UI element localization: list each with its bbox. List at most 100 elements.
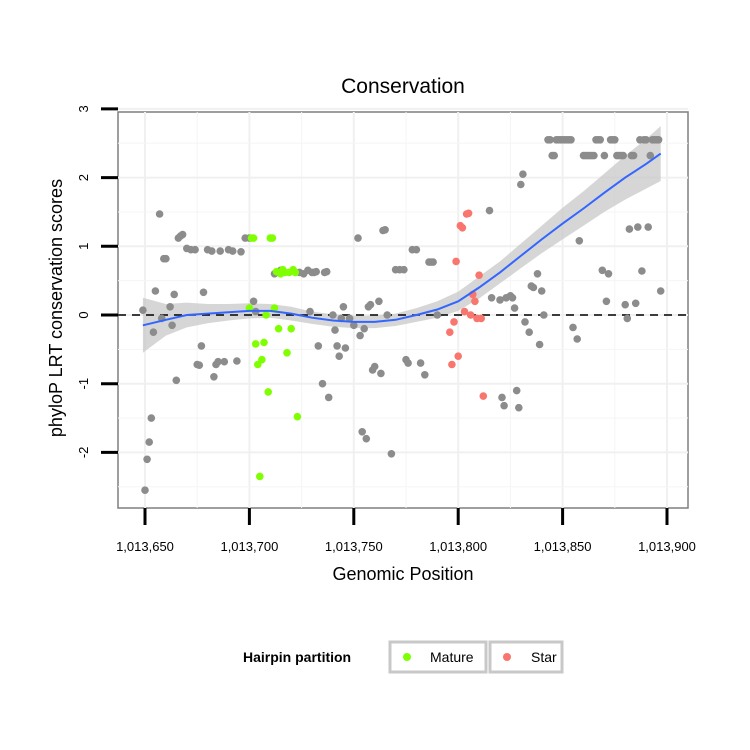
- x-axis-title: Genomic Position: [332, 564, 473, 584]
- data-point-other: [575, 237, 584, 245]
- data-point-other: [569, 323, 577, 332]
- data-point-other: [512, 386, 521, 395]
- data-point-star: [452, 257, 460, 266]
- data-point-other: [634, 223, 642, 231]
- data-point-star: [479, 392, 488, 400]
- data-point-mature: [255, 472, 264, 481]
- y-tick-label: 2: [76, 174, 91, 181]
- data-point-mature: [270, 304, 279, 312]
- y-tick-label: 1: [76, 243, 91, 250]
- data-point-other: [208, 247, 216, 255]
- data-point-other: [421, 371, 429, 379]
- data-point-other: [529, 283, 538, 292]
- data-point-other: [358, 428, 367, 436]
- data-point-mature: [291, 268, 300, 277]
- data-point-other: [500, 401, 508, 410]
- data-point-other: [416, 359, 425, 367]
- y-axis-title: phyloP LRT conservation scores: [46, 179, 66, 437]
- data-point-other: [166, 303, 174, 311]
- legend-label-mature: Mature: [430, 649, 474, 665]
- data-point-other: [216, 247, 224, 255]
- data-point-other: [377, 369, 385, 378]
- data-point-other: [598, 266, 607, 275]
- data-point-other: [525, 328, 533, 337]
- data-point-mature: [283, 349, 291, 357]
- data-point-other: [149, 328, 158, 337]
- data-point-other: [139, 306, 147, 315]
- data-point-other: [521, 318, 529, 326]
- data-point-star: [466, 311, 475, 319]
- data-point-other: [498, 393, 506, 402]
- data-point-other: [383, 311, 392, 319]
- data-point-other: [237, 248, 245, 256]
- data-point-other: [535, 340, 544, 349]
- data-point-other: [335, 352, 344, 361]
- data-point-other: [621, 300, 629, 309]
- data-point-other: [339, 303, 348, 311]
- data-point-other: [600, 151, 609, 160]
- data-point-other: [210, 373, 218, 381]
- data-point-other: [646, 151, 655, 160]
- data-point-other: [433, 311, 442, 319]
- x-tick-label: 1,013,850: [534, 539, 592, 554]
- data-point-mature: [264, 388, 273, 396]
- data-point-other: [623, 314, 632, 323]
- data-point-other: [354, 234, 362, 242]
- data-point-other: [381, 226, 389, 234]
- data-point-other: [168, 321, 176, 330]
- data-point-other: [178, 230, 187, 239]
- data-point-mature: [293, 412, 302, 421]
- data-point-other: [356, 331, 364, 340]
- data-point-other: [638, 267, 646, 275]
- data-point-mature: [268, 234, 277, 242]
- data-point-other: [172, 376, 181, 385]
- data-point-other: [220, 357, 229, 366]
- y-tick-label: 0: [76, 311, 91, 318]
- data-point-mature: [260, 338, 268, 347]
- data-point-star: [446, 328, 454, 337]
- data-point-other: [306, 307, 314, 316]
- data-point-mature: [274, 324, 283, 333]
- data-point-other: [366, 300, 375, 309]
- data-point-other: [214, 357, 222, 366]
- y-tick-label: -1: [76, 378, 91, 390]
- data-point-other: [341, 344, 350, 352]
- data-point-other: [631, 299, 640, 308]
- grid-lines: [118, 107, 688, 508]
- data-point-other: [322, 267, 331, 276]
- data-point-other: [519, 170, 527, 178]
- data-point-other: [141, 486, 149, 495]
- data-point-other: [170, 290, 178, 299]
- data-point-other: [228, 247, 237, 255]
- data-point-other: [642, 136, 650, 144]
- data-point-other: [596, 136, 604, 144]
- data-point-other: [590, 151, 598, 160]
- data-point-other: [412, 245, 421, 254]
- data-point-other: [375, 297, 383, 306]
- data-point-other: [550, 151, 558, 160]
- data-point-other: [517, 180, 525, 189]
- x-tick-label: 1,013,650: [116, 539, 174, 554]
- legend: Hairpin partition Mature Star: [243, 640, 564, 674]
- legend-title: Hairpin partition: [243, 649, 351, 665]
- data-point-other: [400, 265, 408, 274]
- data-point-other: [654, 136, 663, 144]
- chart-title: Conservation: [341, 75, 465, 98]
- data-point-other: [604, 270, 613, 278]
- data-point-mature: [249, 234, 258, 242]
- data-point-other: [515, 403, 523, 412]
- data-point-other: [155, 210, 164, 218]
- smooth-line-layer: [142, 152, 662, 327]
- data-point-other: [333, 342, 341, 350]
- x-tick-label: 1,013,700: [220, 539, 278, 554]
- data-points-layer: [139, 136, 665, 495]
- data-point-other: [143, 455, 151, 464]
- data-point-other: [324, 393, 333, 402]
- legend-key-mature-dot: [403, 653, 411, 661]
- data-point-star: [454, 352, 463, 361]
- axes-layer: 1,013,650 1,013,700 1,013,750 1,013,800 1,01…: [76, 105, 696, 554]
- data-point-other: [485, 206, 494, 215]
- data-point-other: [496, 296, 504, 304]
- data-point-other: [145, 438, 153, 446]
